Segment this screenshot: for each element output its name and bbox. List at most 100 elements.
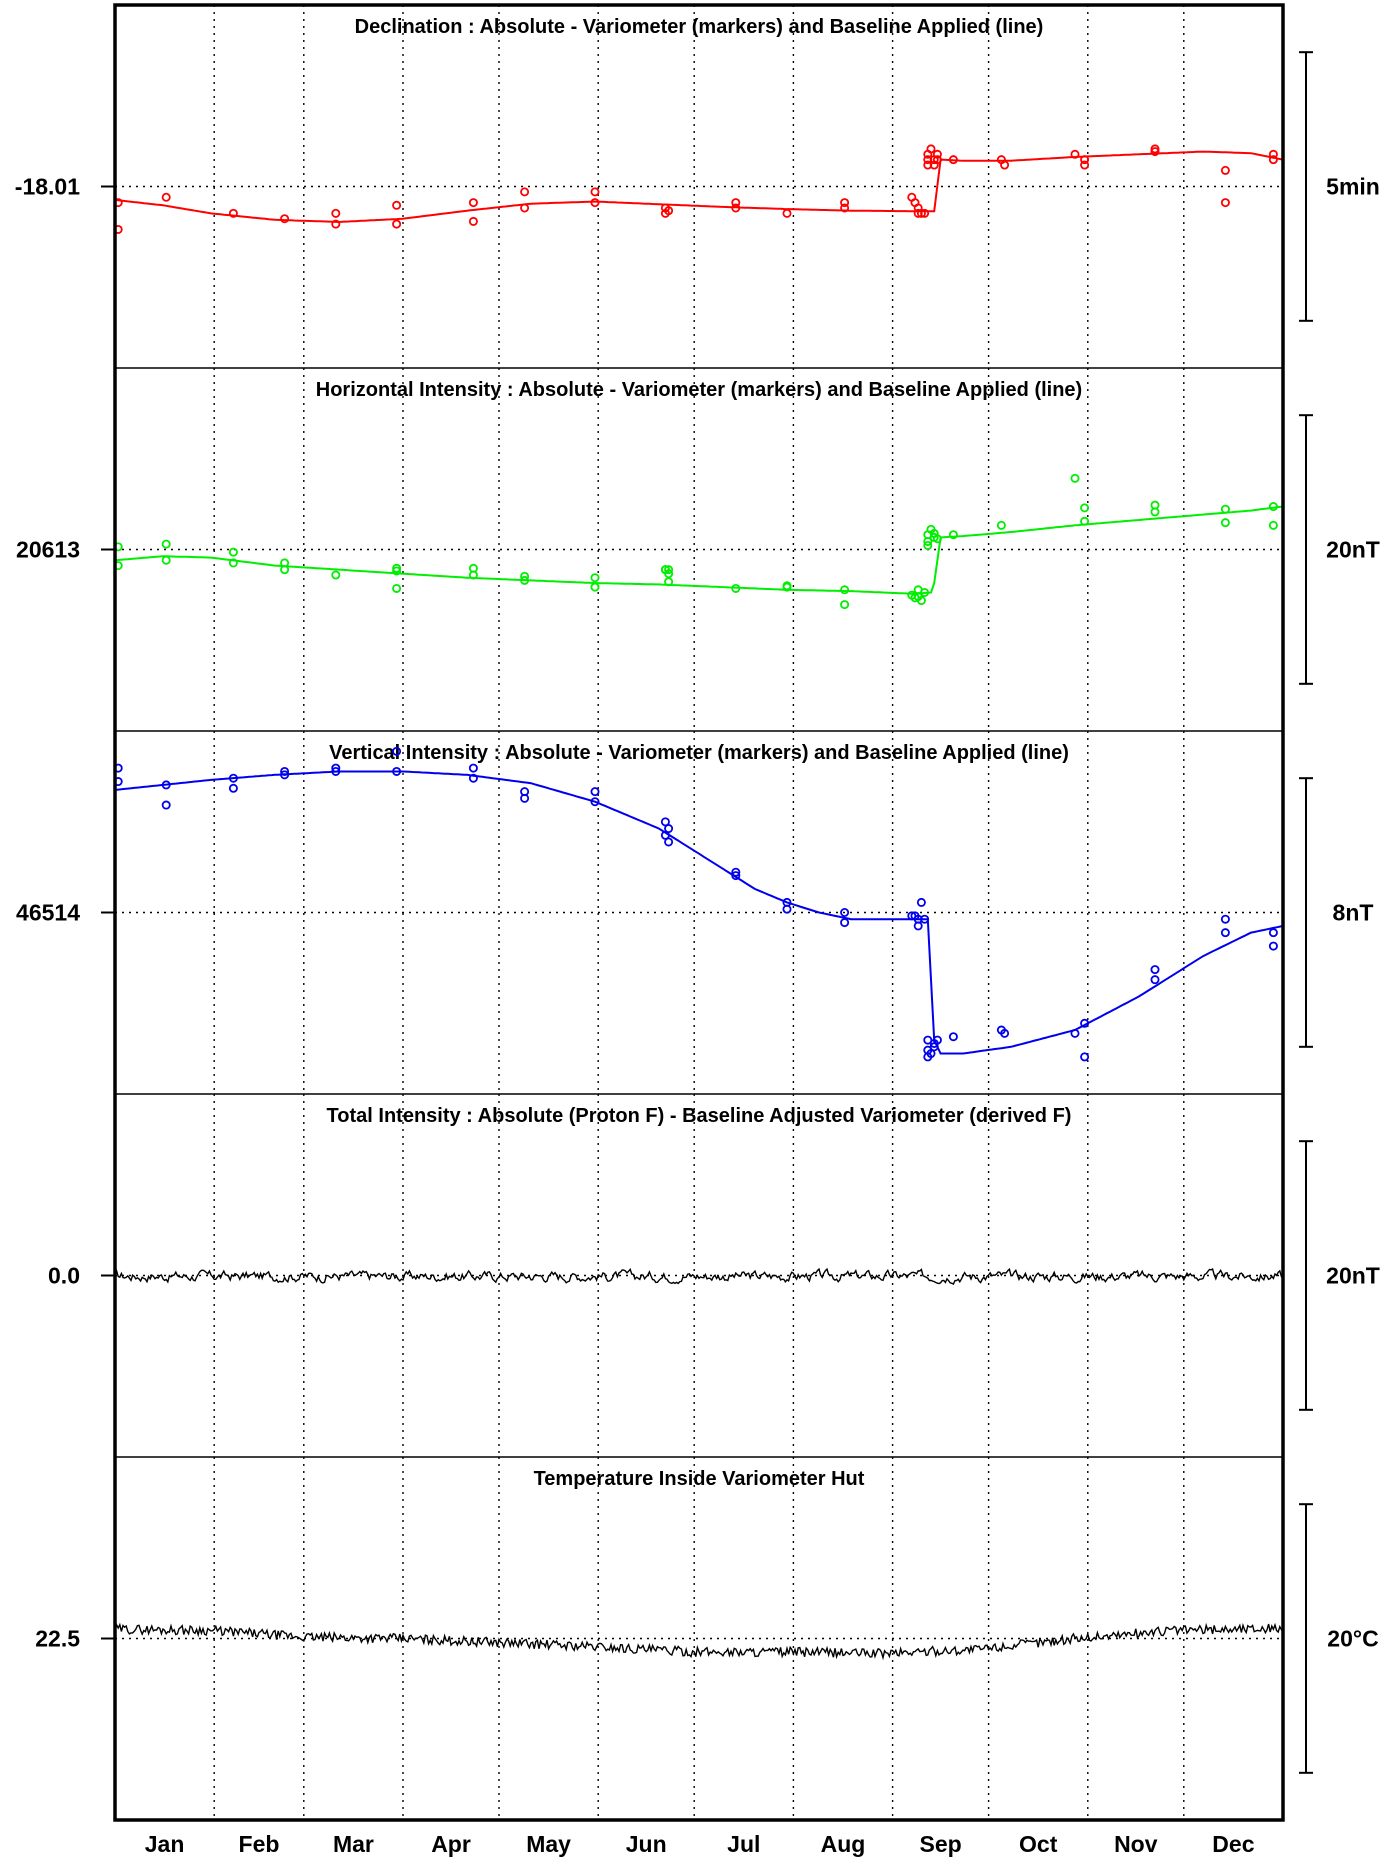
panel-title: Total Intensity : Absolute (Proton F) - … xyxy=(327,1105,1072,1127)
absolute-marker xyxy=(913,921,923,931)
absolute-marker xyxy=(840,908,850,918)
absolute-marker xyxy=(590,797,600,807)
month-label: May xyxy=(526,1831,571,1857)
reference-value-label: 46514 xyxy=(16,900,80,926)
absolute-marker xyxy=(1220,198,1230,208)
absolute-marker xyxy=(1070,1028,1080,1038)
absolute-marker xyxy=(520,571,530,581)
absolute-marker xyxy=(590,198,600,208)
absolute-marker xyxy=(916,897,926,907)
absolute-marker xyxy=(1268,928,1278,938)
absolute-marker xyxy=(840,918,850,928)
absolute-marker xyxy=(664,824,674,834)
absolute-marker xyxy=(392,566,402,576)
scale-bar-label: 5min xyxy=(1326,174,1380,200)
absolute-marker xyxy=(392,219,402,229)
absolute-marker xyxy=(520,575,530,585)
reference-value-label: -18.01 xyxy=(15,174,80,200)
absolute-marker xyxy=(590,573,600,583)
panel-title: Vertical Intensity : Absolute - Variomet… xyxy=(329,742,1069,764)
absolute-marker xyxy=(392,200,402,210)
month-label: Mar xyxy=(333,1831,374,1857)
panel-2: Horizontal Intensity : Absolute - Variom… xyxy=(16,367,1380,731)
baseline-line xyxy=(114,505,1284,595)
scale-bar-label: 20nT xyxy=(1326,537,1380,563)
month-label: Nov xyxy=(1114,1831,1158,1857)
absolute-marker xyxy=(923,540,933,550)
absolute-marker xyxy=(731,583,741,593)
absolute-marker xyxy=(1080,1018,1090,1028)
temperature-series xyxy=(114,1622,1284,1661)
absolute-marker xyxy=(1080,503,1090,513)
absolute-marker xyxy=(1220,928,1230,938)
scale-bar-label: 8nT xyxy=(1333,900,1374,926)
absolute-marker xyxy=(331,763,341,773)
absolute-marker xyxy=(1080,160,1090,170)
absolute-marker xyxy=(1000,1028,1010,1038)
absolute-marker xyxy=(1268,941,1278,951)
absolute-marker xyxy=(782,208,792,218)
absolute-marker xyxy=(932,149,942,159)
absolute-marker xyxy=(1150,965,1160,975)
absolute-marker xyxy=(520,793,530,803)
absolute-marker xyxy=(1268,155,1278,165)
absolute-marker xyxy=(590,787,600,797)
month-label: Jan xyxy=(145,1831,185,1857)
absolute-marker xyxy=(1150,975,1160,985)
plot-frame xyxy=(113,3,1285,1822)
absolute-marker xyxy=(1220,518,1230,528)
reference-value-label: 22.5 xyxy=(35,1626,80,1652)
absolute-marker xyxy=(520,187,530,197)
absolute-marker xyxy=(228,773,238,783)
month-label: Oct xyxy=(1019,1831,1058,1857)
panel-title: Declination : Absolute - Variometer (mar… xyxy=(355,16,1044,38)
absolute-marker xyxy=(161,800,171,810)
panel-title: Temperature Inside Variometer Hut xyxy=(534,1468,865,1490)
absolute-marker xyxy=(520,203,530,213)
month-label: Jul xyxy=(727,1831,760,1857)
month-label: Dec xyxy=(1212,1831,1254,1857)
absolute-marker xyxy=(228,208,238,218)
absolute-marker xyxy=(468,570,478,580)
absolute-marker xyxy=(228,558,238,568)
absolute-marker xyxy=(1070,473,1080,483)
absolute-marker xyxy=(1000,160,1010,170)
absolute-marker xyxy=(161,780,171,790)
absolute-marker xyxy=(932,1035,942,1045)
absolute-marker xyxy=(840,600,850,610)
absolute-marker xyxy=(948,155,958,165)
absolute-marker xyxy=(1080,516,1090,526)
absolute-marker xyxy=(664,565,674,575)
absolute-marker xyxy=(228,783,238,793)
absolute-marker xyxy=(392,746,402,756)
absolute-marker xyxy=(161,192,171,202)
absolute-marker xyxy=(331,570,341,580)
month-axis: Jan Feb Mar Apr May Jun Jul Aug Sep Oct Nov Dec xyxy=(145,1831,1255,1857)
absolute-marker xyxy=(280,770,290,780)
absolute-marker xyxy=(468,198,478,208)
absolute-marker xyxy=(948,530,958,540)
panel-title: Horizontal Intensity : Absolute - Variom… xyxy=(316,379,1082,401)
absolute-marker xyxy=(1220,504,1230,514)
absolute-marker xyxy=(590,582,600,592)
scale-bar-label: 20°C xyxy=(1327,1626,1378,1652)
baseline-line xyxy=(114,150,1284,224)
absolute-marker xyxy=(926,144,936,154)
absolute-marker xyxy=(1268,520,1278,530)
absolute-marker xyxy=(392,583,402,593)
absolute-marker xyxy=(782,582,792,592)
absolute-marker xyxy=(280,565,290,575)
absolute-marker xyxy=(161,555,171,565)
absolute-marker xyxy=(916,208,926,218)
absolute-marker xyxy=(731,198,741,208)
absolute-marker xyxy=(996,520,1006,530)
scale-bar-label: 20nT xyxy=(1326,1263,1380,1289)
absolute-marker xyxy=(920,914,930,924)
panel-3: Vertical Intensity : Absolute - Variomet… xyxy=(16,730,1374,1094)
reference-value-label: 20613 xyxy=(16,537,80,563)
absolute-marker xyxy=(1220,165,1230,175)
absolute-marker xyxy=(840,203,850,213)
absolute-marker xyxy=(280,214,290,224)
absolute-marker xyxy=(920,208,930,218)
absolute-marker xyxy=(392,766,402,776)
